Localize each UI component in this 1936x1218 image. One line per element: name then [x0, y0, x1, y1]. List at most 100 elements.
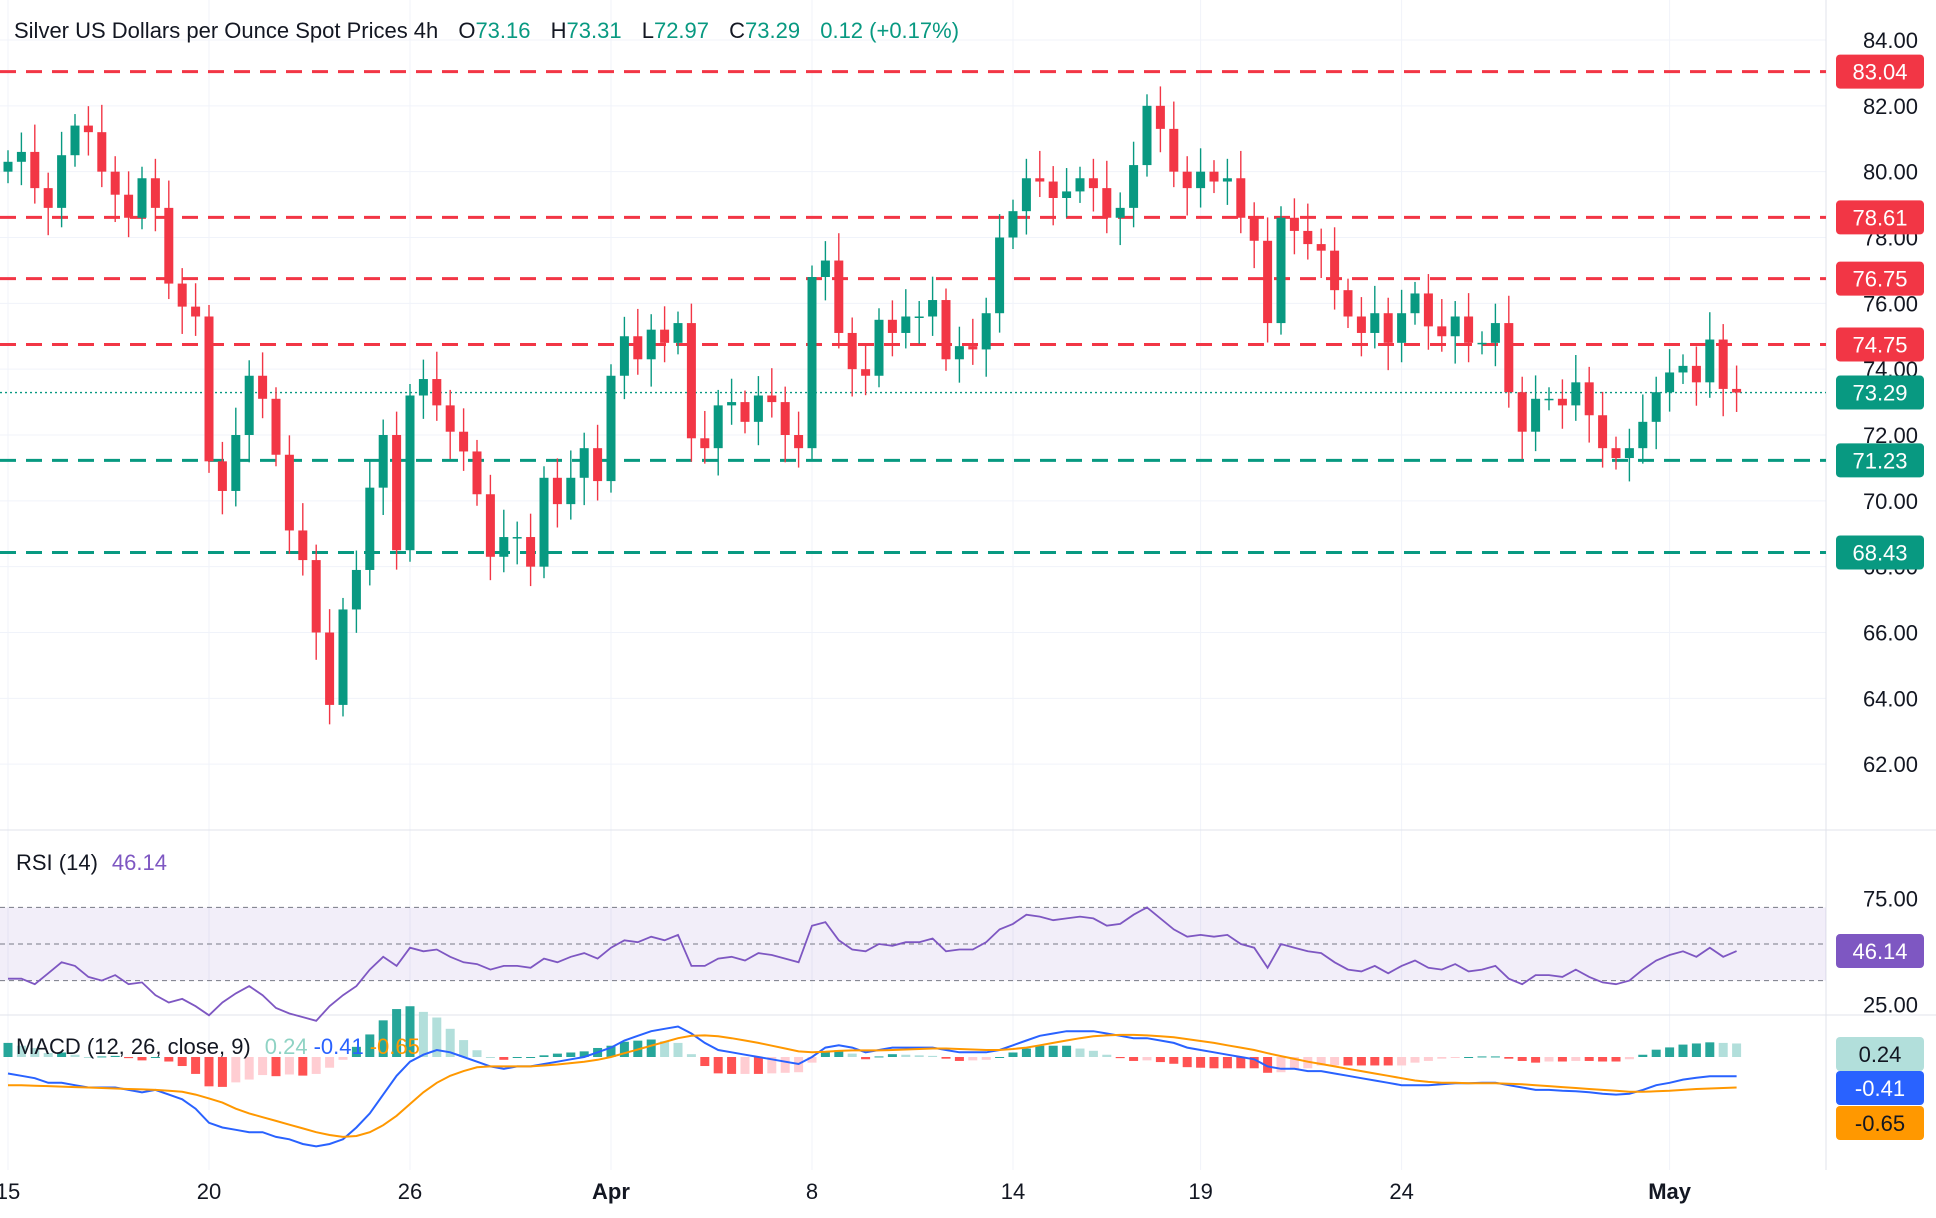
candle — [97, 104, 107, 188]
candle-body — [794, 435, 804, 449]
macd-histogram-bar — [472, 1050, 482, 1057]
candle-body — [351, 569, 361, 610]
candle-body — [660, 329, 670, 343]
macd-histogram-bar — [914, 1055, 924, 1057]
candle — [83, 106, 93, 156]
rsi-badge: 46.14 — [1852, 939, 1907, 964]
time-tick-label: 20 — [197, 1179, 221, 1204]
candle — [593, 424, 603, 501]
chart-legend: Silver US Dollars per Ounce Spot Prices 4… — [14, 18, 965, 44]
candle — [177, 268, 187, 334]
candle — [271, 387, 281, 467]
rsi-legend: RSI (14) 46.14 — [16, 850, 173, 876]
candle — [1196, 148, 1206, 208]
macd-hist-badge-bg — [1836, 1037, 1924, 1071]
rsi-badge-bg — [1836, 934, 1924, 969]
candle — [472, 439, 482, 506]
candle — [1129, 141, 1139, 228]
candle — [673, 311, 683, 355]
candle — [1276, 206, 1286, 335]
level-badge: 78.61 — [1852, 205, 1907, 230]
candle — [968, 318, 978, 365]
candle-body — [686, 323, 696, 439]
macd-histogram-bar — [887, 1054, 897, 1057]
macd-badge-bg — [1836, 1071, 1924, 1105]
candle-body — [70, 125, 80, 156]
current-price-badge: 73.29 — [1852, 381, 1907, 406]
candle — [1678, 354, 1688, 384]
low-label: L — [641, 18, 654, 43]
macd-histogram-bar — [820, 1051, 830, 1057]
macd-histogram-bar — [1504, 1057, 1514, 1059]
candle — [1356, 297, 1366, 357]
macd-histogram-bar — [981, 1057, 991, 1060]
candle — [124, 171, 134, 238]
candle — [566, 450, 576, 520]
candle-body — [1665, 372, 1675, 393]
candle — [1008, 199, 1018, 250]
time-tick-label: 14 — [1001, 1179, 1025, 1204]
candle — [70, 114, 80, 167]
candle-body — [1638, 421, 1648, 449]
macd-histogram-bar — [1088, 1050, 1098, 1057]
low-value: 72.97 — [653, 18, 710, 43]
candle-body — [646, 329, 656, 360]
candle-body — [124, 194, 134, 218]
horizontal-levels[interactable] — [0, 70, 1826, 555]
macd-histogram-bar — [1718, 1042, 1728, 1057]
candle-body — [1062, 191, 1072, 198]
candle-body — [1289, 217, 1299, 231]
candle-body — [1557, 398, 1567, 406]
macd-histogram-bar — [418, 1011, 428, 1057]
candles — [3, 86, 1742, 725]
candle-body — [914, 316, 924, 318]
macd-histogram-bar — [445, 1028, 455, 1057]
macd-histogram-bar — [1222, 1057, 1232, 1069]
candle — [954, 326, 964, 383]
macd-histogram-bar — [1343, 1057, 1353, 1066]
candle — [110, 156, 120, 223]
candle — [445, 389, 455, 460]
time-axis[interactable]: 15 20 26 Apr 8 14 19 24 May — [0, 1179, 1692, 1204]
macd-histogram-bar — [1169, 1057, 1179, 1064]
candle-body — [1450, 316, 1460, 337]
macd-signal-value: -0.65 — [369, 1034, 420, 1059]
current-price-badge-bg — [1836, 375, 1924, 410]
time-tick-label: 8 — [806, 1179, 818, 1204]
candle-body — [1544, 398, 1554, 401]
rsi-pane — [8, 906, 1737, 1022]
macd-histogram-bar — [874, 1056, 884, 1058]
macd-histogram-bar — [1517, 1057, 1527, 1061]
macd-histogram-bar — [901, 1054, 911, 1057]
level-badge: 68.43 — [1852, 541, 1907, 566]
candle — [526, 513, 536, 587]
candle — [1423, 274, 1433, 350]
level-badge-bg — [1836, 443, 1924, 478]
candle-body — [1517, 392, 1527, 432]
price-tick-label: 64.00 — [1863, 686, 1918, 711]
candle-body — [1571, 382, 1581, 406]
candle — [606, 364, 616, 493]
candle-body — [16, 151, 26, 162]
candle-body — [981, 313, 991, 350]
rsi-tick-label: 75.00 — [1863, 886, 1918, 911]
candle — [727, 378, 737, 425]
candle — [30, 124, 40, 204]
time-tick-label: May — [1648, 1179, 1692, 1204]
macd-histogram-bar — [499, 1057, 509, 1060]
macd-histogram-bar — [485, 1057, 495, 1058]
macd-histogram-bar — [861, 1057, 871, 1060]
candle-body — [552, 477, 562, 505]
candle-body — [445, 405, 455, 432]
macd-histogram-bar — [405, 1006, 415, 1057]
macd-histogram-bar — [740, 1057, 750, 1074]
macd-histogram-bar — [606, 1045, 616, 1057]
candle-body — [512, 537, 522, 539]
macd-histogram-bar — [1129, 1057, 1139, 1061]
candle — [244, 360, 254, 463]
candle — [1035, 150, 1045, 198]
candle — [1638, 394, 1648, 464]
candle-body — [526, 537, 536, 567]
macd-histogram-bar — [1021, 1048, 1031, 1057]
